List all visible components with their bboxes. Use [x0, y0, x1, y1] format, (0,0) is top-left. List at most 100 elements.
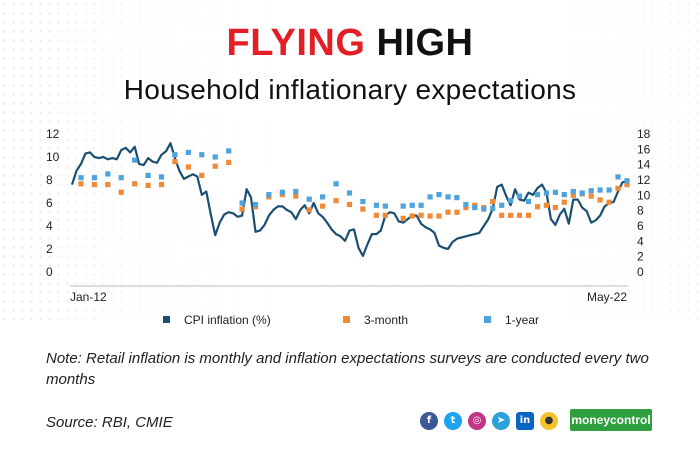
- twitter-icon[interactable]: t: [444, 412, 462, 430]
- one-year-point: [185, 149, 191, 155]
- one-year-point: [105, 171, 111, 177]
- three-month-point: [436, 213, 442, 219]
- one-year-point: [118, 175, 124, 181]
- one-year-point: [400, 203, 406, 209]
- y-right-tick: 0: [637, 265, 644, 279]
- three-month-point: [588, 193, 594, 199]
- one-year-point: [418, 202, 424, 208]
- facebook-icon[interactable]: f: [420, 412, 438, 430]
- three-month-point: [145, 182, 151, 188]
- one-year-point: [252, 201, 259, 208]
- one-year-point: [588, 188, 594, 194]
- title-part-black: HIGH: [376, 22, 474, 64]
- three-month-point: [293, 193, 299, 199]
- one-year-point: [561, 192, 567, 198]
- three-month-point: [360, 206, 366, 212]
- title-part-red: FLYING: [226, 22, 366, 64]
- instagram-icon[interactable]: ◎: [468, 412, 486, 430]
- three-month-points: [78, 159, 630, 221]
- one-year-point: [382, 203, 388, 209]
- three-month-point: [597, 197, 603, 203]
- y-right-tick: 14: [637, 158, 651, 172]
- three-month-point: [91, 182, 97, 188]
- y-right-tick: 16: [637, 142, 651, 156]
- one-year-point: [472, 205, 478, 211]
- one-year-point: [306, 196, 312, 202]
- three-month-point: [306, 207, 312, 213]
- legend-cpi-label: CPI inflation (%): [184, 313, 271, 327]
- three-month-point: [534, 204, 541, 210]
- koo-icon[interactable]: ●: [540, 412, 558, 430]
- three-month-point: [373, 212, 379, 218]
- one-year-point: [373, 202, 379, 208]
- brand-logo[interactable]: moneycontrol: [570, 409, 652, 431]
- y-left-tick: 4: [46, 219, 53, 233]
- legend-cpi: CPI inflation (%): [163, 313, 271, 327]
- one-year-point: [508, 198, 514, 204]
- one-year-point: [490, 205, 496, 211]
- three-month-point: [78, 181, 84, 187]
- one-year-point: [293, 188, 299, 195]
- three-month-point: [508, 212, 514, 218]
- one-year-point: [360, 198, 366, 205]
- three-month-point: [463, 205, 469, 211]
- three-month-point: [409, 213, 415, 219]
- one-year-point: [525, 198, 532, 205]
- three-month-point: [212, 163, 218, 169]
- one-year-point: [517, 193, 523, 199]
- cpi-inflation-line: [70, 142, 628, 257]
- one-year-point: [436, 192, 442, 198]
- linkedin-icon[interactable]: in: [516, 412, 534, 430]
- three-month-point: [185, 164, 191, 170]
- three-month-point: [333, 198, 339, 204]
- page-title: FLYING HIGH: [0, 22, 700, 65]
- y-right-tick: 10: [637, 188, 651, 202]
- chart-source: Source: RBI, CMIE: [46, 414, 173, 431]
- three-month-point: [382, 212, 388, 218]
- three-month-point: [418, 212, 424, 218]
- three-month-point: [624, 182, 630, 188]
- telegram-icon[interactable]: ➤: [492, 412, 510, 430]
- three-month-point: [615, 185, 621, 191]
- three-month-point: [346, 201, 353, 208]
- three-month-point: [561, 199, 567, 205]
- y-left-tick: 10: [46, 150, 60, 164]
- three-month-point: [517, 212, 523, 218]
- one-year-point: [226, 148, 232, 154]
- three-month-point: [118, 189, 124, 195]
- one-year-point: [615, 174, 621, 180]
- three-month-point: [105, 182, 111, 188]
- one-year-point: [91, 175, 97, 181]
- one-year-point: [427, 194, 433, 200]
- three-month-point: [445, 209, 451, 215]
- one-year-point: [172, 152, 178, 158]
- one-year-point: [624, 178, 630, 184]
- one-year-point: [579, 190, 585, 196]
- three-month-point: [199, 172, 205, 178]
- three-month-point: [552, 205, 558, 211]
- one-year-point: [266, 192, 272, 198]
- three-month-point: [400, 215, 406, 221]
- one-year-point: [552, 189, 558, 195]
- legend-3month-label: 3-month: [364, 313, 409, 327]
- x-tick-start: Jan-12: [70, 290, 107, 304]
- legend-3month: 3-month: [343, 313, 408, 327]
- legend-cpi-swatch: [163, 316, 170, 323]
- three-month-point: [490, 198, 496, 205]
- y-right-tick: 4: [637, 234, 644, 248]
- chart-note: Note: Retail inflation is monthly and in…: [46, 350, 649, 388]
- three-month-point: [158, 182, 165, 188]
- three-month-point: [239, 206, 245, 212]
- y-right-tick: 18: [637, 127, 651, 141]
- one-year-point: [346, 190, 353, 196]
- one-year-point: [481, 206, 487, 212]
- y-right-tick: 12: [637, 173, 651, 187]
- left-axis: 0 2 4 6 8 10 12: [46, 127, 60, 279]
- one-year-point: [570, 188, 576, 195]
- y-right-tick: 6: [637, 219, 644, 233]
- one-year-point: [158, 174, 165, 180]
- one-year-point: [78, 175, 84, 181]
- one-year-point: [454, 195, 460, 201]
